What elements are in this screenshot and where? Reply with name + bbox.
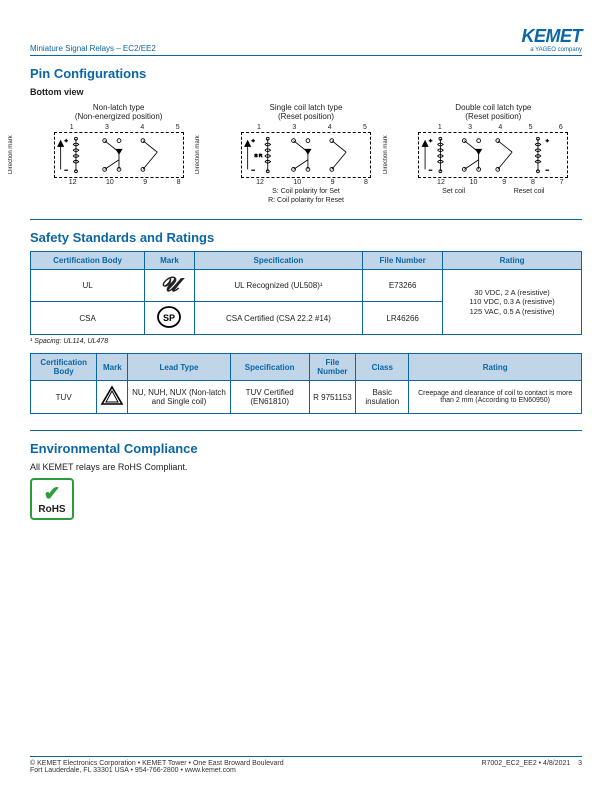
- cert-mark-ul: 𝓤: [145, 270, 195, 302]
- th: Rating: [409, 354, 582, 381]
- th: Specification: [230, 354, 309, 381]
- relay-schematic: + − S R: [241, 132, 371, 178]
- section-pin-config: Pin Configurations: [30, 66, 582, 81]
- brand-subtitle: a YAGEO company: [522, 47, 583, 53]
- svg-text:+: +: [429, 139, 433, 145]
- th: Mark: [97, 354, 128, 381]
- svg-text:−: −: [251, 169, 255, 175]
- safety-table-2: Certification Body Mark Lead Type Specif…: [30, 353, 582, 414]
- svg-text:S R: S R: [254, 153, 263, 159]
- subhead-bottom-view: Bottom view: [30, 87, 582, 97]
- footer-right: R7002_EC2_EE2 • 4/8/2021 3: [481, 760, 582, 774]
- check-icon: ✔: [44, 484, 61, 504]
- cert-rating: 30 VDC, 2 A (resistive) 110 VDC, 0.3 A (…: [443, 270, 582, 335]
- pin-row-bottom: 121098: [217, 179, 394, 186]
- doc-title: Miniature Signal Relays – EC2/EE2: [30, 44, 156, 53]
- th: Specification: [194, 252, 362, 270]
- diagram-title: Double coil latch type(Reset position): [405, 103, 582, 121]
- section-divider: [30, 219, 582, 220]
- diagram-note: S: Coil polarity for Set R: Coil polarit…: [217, 188, 394, 205]
- diagram-doublecoil: Double coil latch type(Reset position) 1…: [405, 103, 582, 205]
- cert-file: LR46266: [363, 302, 443, 335]
- pin-row-top: 13456: [405, 124, 582, 131]
- th: File Number: [309, 354, 355, 381]
- diagrams-row: Non-latch type(Non-energized position) 1…: [30, 103, 582, 205]
- table-row: UL 𝓤 UL Recognized (UL508)¹ E73266 30 VD…: [31, 270, 582, 302]
- footer-left: © KEMET Electronics Corporation • KEMET …: [30, 760, 284, 774]
- svg-text:−: −: [546, 169, 550, 175]
- env-text: All KEMET relays are RoHS Compliant.: [30, 462, 582, 472]
- svg-text:+: +: [546, 139, 550, 145]
- cert-spec: UL Recognized (UL508)¹: [194, 270, 362, 302]
- diagram-singlecoil: Single coil latch type(Reset position) 1…: [217, 103, 394, 205]
- th: Mark: [145, 252, 195, 270]
- brand-name: KEMET: [522, 26, 583, 47]
- pin-row-bottom: 1210987: [405, 179, 582, 186]
- pin-row-top: 1345: [217, 124, 394, 131]
- section-safety: Safety Standards and Ratings: [30, 230, 582, 245]
- pin-row-top: 1345: [30, 124, 207, 131]
- diagram-title: Non-latch type(Non-energized position): [30, 103, 207, 121]
- relay-schematic: +−: [54, 132, 184, 178]
- diagram-note: Set coil Reset coil: [405, 188, 582, 196]
- cert-body: CSA: [31, 302, 145, 335]
- safety-footnote: ¹ Spacing: UL114, UL478: [30, 338, 582, 345]
- diagram-nonlatch: Non-latch type(Non-energized position) 1…: [30, 103, 207, 205]
- safety-table-1: Certification Body Mark Specification Fi…: [30, 251, 582, 335]
- cert-lead: NU, NUH, NUX (Non-latch and Single coil): [128, 381, 230, 414]
- cert-rating: Creepage and clearance of coil to contac…: [409, 381, 582, 414]
- cert-spec: TUV Certified (EN61810): [230, 381, 309, 414]
- cert-file: E73266: [363, 270, 443, 302]
- th: Class: [356, 354, 409, 381]
- section-divider: [30, 430, 582, 431]
- relay-schematic: + − + −: [418, 132, 568, 178]
- svg-text:+: +: [64, 139, 68, 145]
- th: Lead Type: [128, 354, 230, 381]
- cert-file: R 9751153: [309, 381, 355, 414]
- th: File Number: [363, 252, 443, 270]
- cert-body: UL: [31, 270, 145, 302]
- cert-spec: CSA Certified (CSA 22.2 #14): [194, 302, 362, 335]
- diagram-title: Single coil latch type(Reset position): [217, 103, 394, 121]
- cert-class: Basic insulation: [356, 381, 409, 414]
- section-env: Environmental Compliance: [30, 441, 582, 456]
- svg-text:+: +: [251, 139, 255, 145]
- page-footer: © KEMET Electronics Corporation • KEMET …: [30, 756, 582, 774]
- page-header: Miniature Signal Relays – EC2/EE2 KEMET …: [30, 26, 582, 56]
- cert-mark-tuv: [97, 381, 128, 414]
- direction-mark-label: Direction mark: [195, 130, 201, 180]
- th: Certification Body: [31, 354, 97, 381]
- th: Certification Body: [31, 252, 145, 270]
- brand-logo: KEMET a YAGEO company: [522, 26, 583, 53]
- table-row: TUV NU, NUH, NUX (Non-latch and Single c…: [31, 381, 582, 414]
- rohs-badge: ✔ RoHS: [30, 478, 74, 520]
- svg-text:−: −: [64, 169, 68, 175]
- ul-mark-icon: 𝓤: [161, 274, 179, 296]
- cert-body: TUV: [31, 381, 97, 414]
- svg-text:−: −: [429, 169, 433, 175]
- direction-mark-label: Direction mark: [383, 130, 389, 180]
- direction-mark-label: Direction mark: [8, 130, 14, 180]
- rohs-label: RoHS: [38, 504, 65, 515]
- cert-mark-csa: SP: [145, 302, 195, 335]
- th: Rating: [443, 252, 582, 270]
- pin-row-bottom: 121098: [30, 179, 207, 186]
- svg-text:SP: SP: [163, 313, 175, 323]
